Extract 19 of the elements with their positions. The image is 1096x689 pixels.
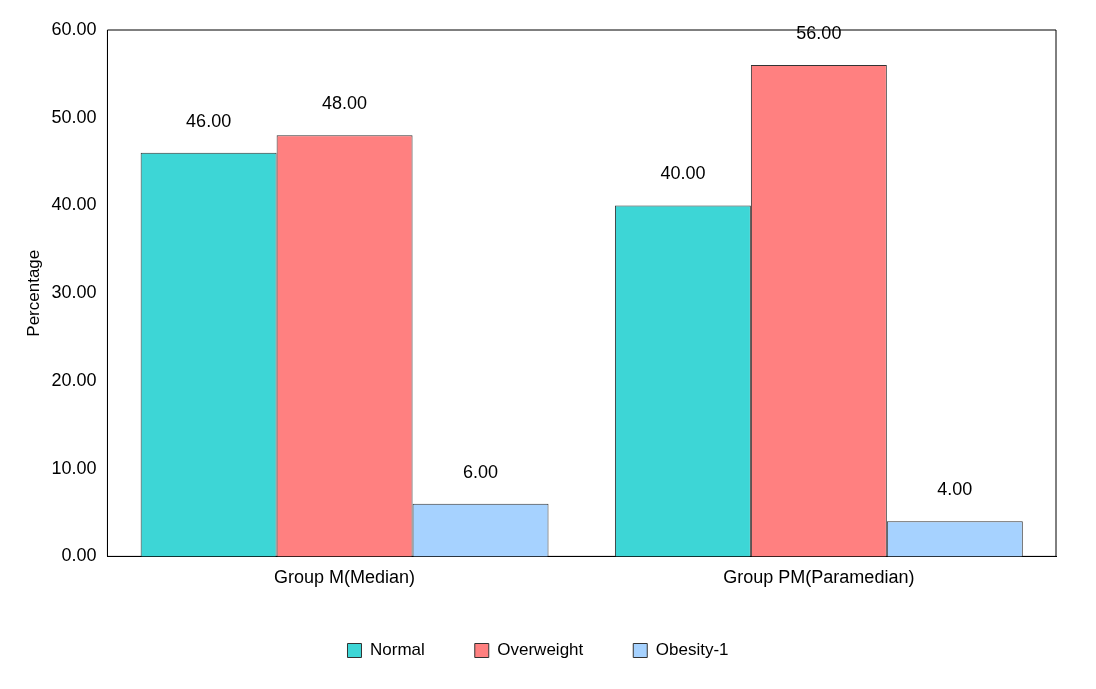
y-tick-label: 10.00 bbox=[51, 457, 97, 478]
y-tick-label: 30.00 bbox=[51, 282, 97, 303]
data-label: 4.00 bbox=[937, 479, 973, 500]
y-tick-label: 50.00 bbox=[51, 106, 97, 127]
y-tick-label: 60.00 bbox=[51, 18, 97, 39]
data-label: 46.00 bbox=[186, 110, 232, 131]
y-tick-label: 0.00 bbox=[61, 545, 97, 566]
y-tick-label: 40.00 bbox=[51, 194, 97, 215]
legend-label: Normal bbox=[369, 640, 425, 660]
data-label: 48.00 bbox=[322, 93, 368, 114]
y-axis-title: Percentage bbox=[23, 249, 43, 337]
x-tick-label: Group PM(Paramedian) bbox=[723, 567, 915, 588]
legend-label: Obesity-1 bbox=[655, 640, 729, 660]
legend-label: Overweight bbox=[497, 640, 584, 660]
data-label: 40.00 bbox=[660, 163, 706, 184]
x-tick-label: Group M(Median) bbox=[274, 567, 416, 588]
data-label: 6.00 bbox=[463, 461, 499, 482]
data-label: 56.00 bbox=[796, 23, 842, 44]
y-tick-label: 20.00 bbox=[51, 369, 97, 390]
